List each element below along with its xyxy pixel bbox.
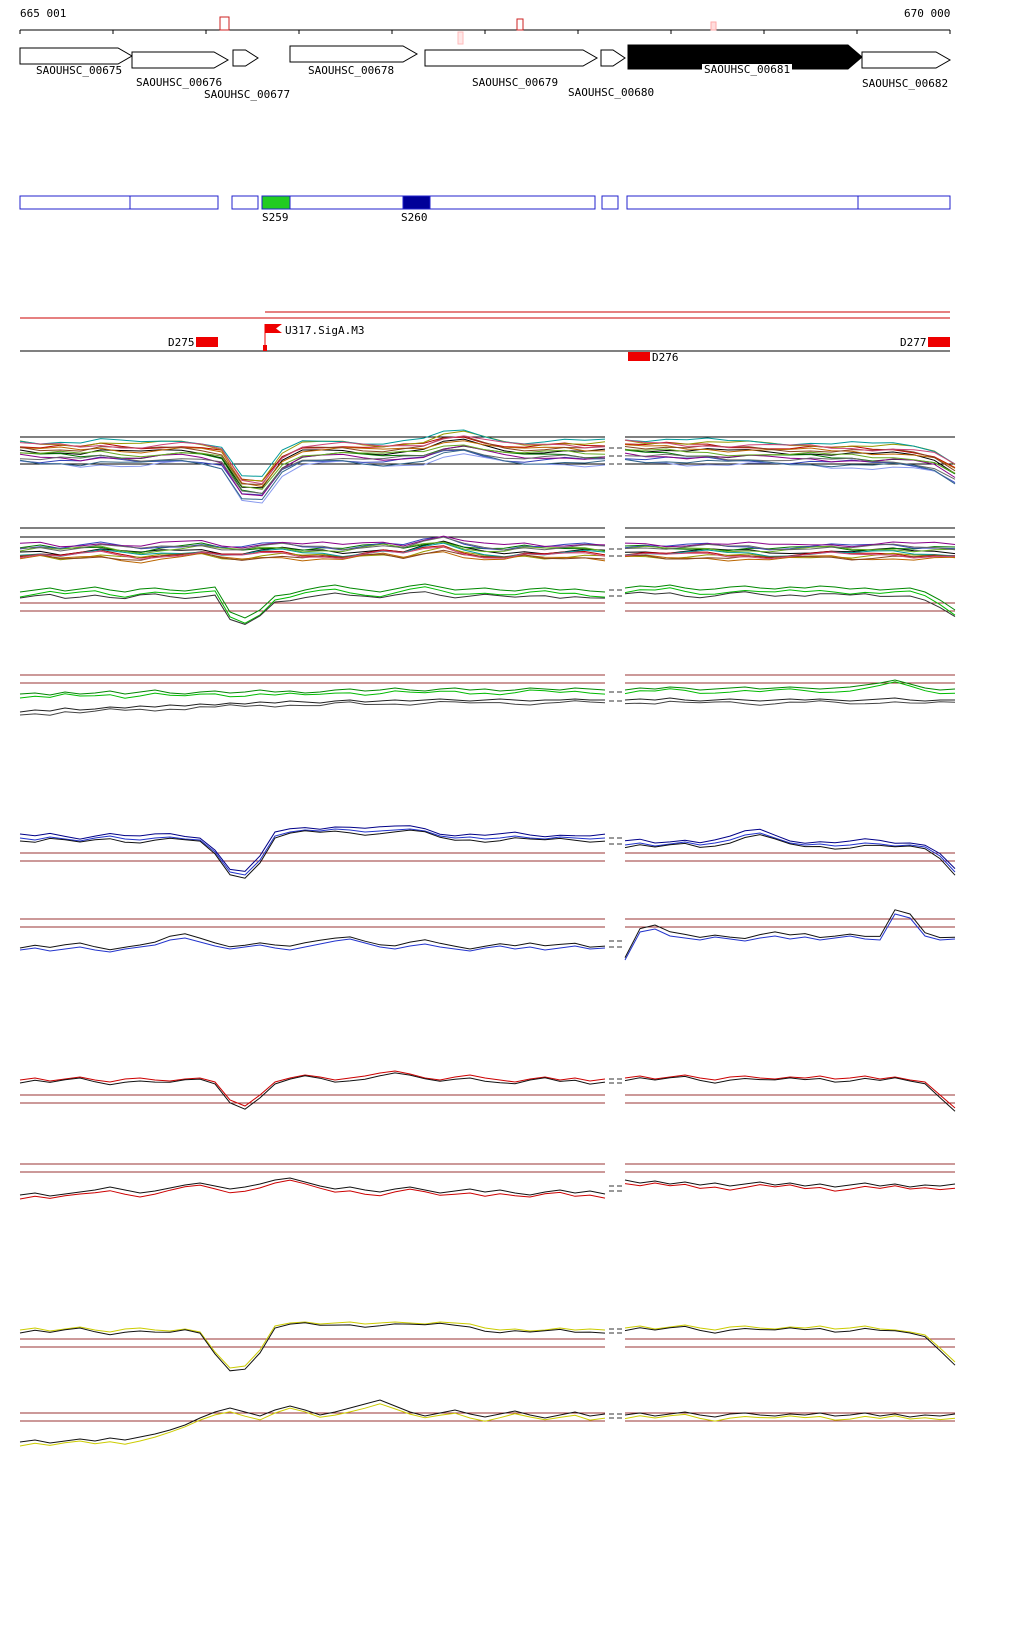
- signal-trace: [19, 541, 606, 555]
- signal-trace: [19, 700, 606, 716]
- segment-box[interactable]: [601, 195, 619, 210]
- signal-trace: [19, 1179, 606, 1200]
- signal-trace: [624, 543, 956, 551]
- signal-trace: [624, 828, 956, 869]
- segment-box[interactable]: [289, 195, 596, 210]
- signal-trace: [624, 591, 956, 618]
- signal-trace: [19, 1321, 606, 1369]
- signal-trace: [19, 1399, 606, 1444]
- signal-trace: [19, 551, 606, 564]
- segment-box[interactable]: [261, 195, 291, 210]
- signal-trace: [19, 1322, 606, 1372]
- signal-trace: [19, 583, 606, 619]
- ruler-mark: [710, 21, 717, 31]
- signal-trace: [19, 445, 606, 495]
- flag-icon[interactable]: [265, 324, 282, 333]
- signal-trace: [624, 679, 956, 691]
- signal-trace: [624, 459, 956, 485]
- signal-trace: [624, 1075, 956, 1112]
- signal-trace: [19, 440, 605, 488]
- signal-trace: [624, 541, 956, 548]
- gene-feature[interactable]: [131, 51, 230, 69]
- signal-trace: [19, 536, 606, 552]
- signal-trace: [624, 1325, 956, 1366]
- signal-trace: [624, 832, 956, 873]
- signal-trace: [19, 829, 606, 879]
- signal-trace: [624, 542, 956, 551]
- signal-trace: [624, 913, 956, 961]
- ruler-mark: [516, 18, 524, 31]
- signal-trace: [624, 834, 956, 876]
- signal-trace: [19, 1403, 606, 1447]
- signal-trace: [624, 697, 955, 702]
- segment-block[interactable]: [402, 195, 431, 210]
- signal-trace: [624, 584, 956, 611]
- annotation-feature[interactable]: [628, 352, 650, 361]
- signal-trace: [624, 458, 956, 484]
- signal-trace: [624, 448, 956, 475]
- signal-trace: [624, 700, 956, 706]
- signal-trace: [19, 1070, 606, 1107]
- gene-feature[interactable]: [424, 49, 599, 67]
- signal-trace: [624, 551, 956, 560]
- signal-trace: [624, 1411, 956, 1418]
- gene-feature[interactable]: [600, 49, 626, 67]
- signal-trace: [19, 436, 606, 482]
- signal-trace: [624, 1324, 956, 1363]
- signal-trace: [624, 681, 956, 695]
- annotation-feature[interactable]: [196, 337, 218, 347]
- signal-trace: [19, 825, 606, 872]
- gene-feature[interactable]: [627, 44, 863, 70]
- signal-trace: [19, 546, 606, 560]
- signal-trace: [19, 828, 606, 876]
- signal-trace: [624, 554, 956, 562]
- signal-trace: [624, 1179, 956, 1188]
- gene-feature[interactable]: [232, 49, 259, 67]
- signal-trace: [624, 453, 956, 480]
- signal-trace: [624, 1182, 956, 1192]
- signal-trace: [19, 1177, 606, 1197]
- signal-trace: [19, 1072, 606, 1110]
- signal-trace: [19, 444, 606, 490]
- signal-trace: [624, 439, 956, 465]
- annotation-feature[interactable]: [928, 337, 950, 347]
- gene-feature[interactable]: [19, 47, 134, 65]
- signal-trace: [19, 591, 606, 625]
- signal-trace: [19, 449, 606, 501]
- signal-trace: [19, 435, 606, 485]
- signal-trace: [19, 438, 606, 489]
- signal-trace: [19, 535, 606, 549]
- signal-trace: [624, 587, 956, 616]
- flag-base: [263, 345, 267, 351]
- gene-feature[interactable]: [861, 51, 952, 69]
- segment-box[interactable]: [626, 195, 951, 210]
- ruler-mark: [457, 31, 464, 45]
- signal-trace: [19, 689, 606, 699]
- signal-trace: [624, 1074, 956, 1109]
- signal-trace: [19, 698, 605, 713]
- signal-trace: [624, 1413, 956, 1422]
- signal-trace: [19, 687, 606, 696]
- segment-box[interactable]: [231, 195, 259, 210]
- signal-trace: [19, 937, 606, 953]
- signal-trace: [19, 586, 606, 624]
- segment-box[interactable]: [19, 195, 219, 210]
- signal-trace: [19, 933, 606, 951]
- signal-trace: [624, 448, 956, 474]
- ruler-mark: [219, 16, 230, 31]
- signal-trace: [624, 444, 956, 472]
- signal-trace: [624, 452, 956, 478]
- signal-trace: [19, 448, 606, 494]
- signal-trace: [624, 544, 956, 552]
- gene-feature[interactable]: [289, 45, 419, 63]
- signal-trace: [624, 909, 956, 958]
